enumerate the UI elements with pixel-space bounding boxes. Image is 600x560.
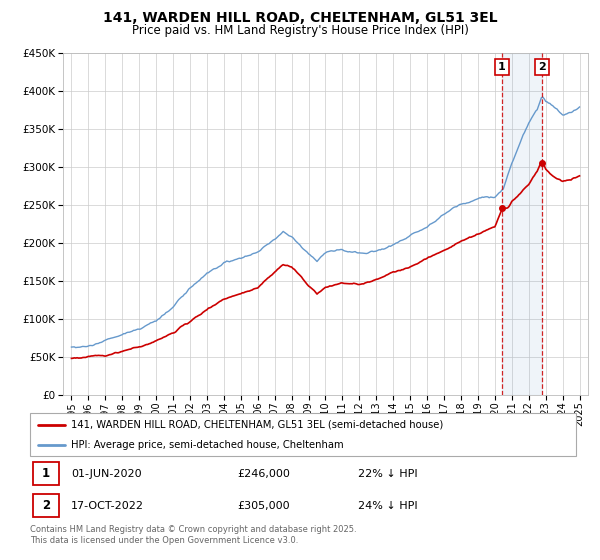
Text: Price paid vs. HM Land Registry's House Price Index (HPI): Price paid vs. HM Land Registry's House …: [131, 24, 469, 36]
Text: 2: 2: [42, 499, 50, 512]
Text: 17-OCT-2022: 17-OCT-2022: [71, 501, 144, 511]
Text: HPI: Average price, semi-detached house, Cheltenham: HPI: Average price, semi-detached house,…: [71, 440, 344, 450]
Text: £305,000: £305,000: [238, 501, 290, 511]
Text: 1: 1: [498, 62, 506, 72]
Text: Contains HM Land Registry data © Crown copyright and database right 2025.
This d: Contains HM Land Registry data © Crown c…: [30, 525, 356, 545]
Text: 22% ↓ HPI: 22% ↓ HPI: [358, 469, 417, 479]
Text: 141, WARDEN HILL ROAD, CHELTENHAM, GL51 3EL: 141, WARDEN HILL ROAD, CHELTENHAM, GL51 …: [103, 11, 497, 25]
Text: 24% ↓ HPI: 24% ↓ HPI: [358, 501, 417, 511]
FancyBboxPatch shape: [33, 494, 59, 517]
Bar: [502, 53, 542, 395]
Text: 01-JUN-2020: 01-JUN-2020: [71, 469, 142, 479]
Text: 1: 1: [42, 467, 50, 480]
Text: 141, WARDEN HILL ROAD, CHELTENHAM, GL51 3EL (semi-detached house): 141, WARDEN HILL ROAD, CHELTENHAM, GL51 …: [71, 419, 443, 430]
Text: £246,000: £246,000: [238, 469, 290, 479]
Text: 2: 2: [538, 62, 546, 72]
FancyBboxPatch shape: [33, 462, 59, 485]
